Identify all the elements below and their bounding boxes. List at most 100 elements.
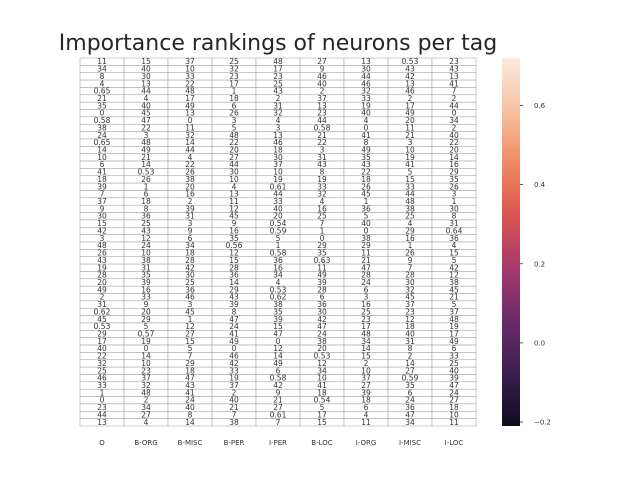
cell-label: 25 [273, 79, 283, 88]
cell-label: 45 [97, 315, 107, 324]
cell-label: 42 [273, 381, 283, 390]
cell-label: 11 [405, 123, 415, 132]
cell-label: 32 [317, 190, 327, 199]
cell-label: 24 [97, 131, 107, 140]
cell-label: 10 [317, 374, 327, 383]
cell-label: 0 [188, 116, 193, 125]
cell-label: 0.61 [270, 410, 287, 419]
cell-label: 30 [317, 307, 327, 316]
cell-label: 8 [408, 344, 413, 353]
cell-label: 43 [97, 256, 107, 265]
cell-label: 2 [452, 94, 457, 103]
cell-label: 33 [185, 72, 195, 81]
cell-label: 39 [229, 300, 239, 309]
x-tick-label: B-PER [224, 439, 245, 447]
cell-label: 46 [273, 138, 283, 147]
x-tick-labels: O B-ORG B-MISC B-PER I-PER B-LOC I-ORG I-MISC I-… [99, 439, 463, 447]
cell-label: 8 [144, 204, 149, 213]
cell-label: 16 [405, 234, 415, 243]
cell-label: 6 [188, 234, 193, 243]
cell-label: 1 [408, 241, 413, 250]
cell-label: 22 [229, 138, 239, 147]
cell-label: 24 [141, 241, 151, 250]
cell-label: 49 [405, 109, 415, 118]
cell-label: 3 [188, 300, 193, 309]
cell-label: 25 [229, 57, 239, 66]
cell-label: 2 [188, 197, 193, 206]
cell-label: 31 [97, 300, 107, 309]
cell-label: 36 [229, 271, 239, 280]
cell-label: 14 [141, 352, 151, 361]
cell-label: 15 [449, 249, 459, 258]
cell-label: 7 [100, 190, 105, 199]
cell-label: 13 [317, 101, 327, 110]
cell-label: 35 [405, 381, 415, 390]
cell-label: 38 [229, 418, 239, 427]
cell-label: 1 [364, 197, 369, 206]
cell-label: 43 [185, 381, 195, 390]
cell-label: 24 [361, 278, 371, 287]
cell-label: 45 [229, 212, 239, 221]
cell-label: 23 [273, 72, 283, 81]
cell-label: 0.53 [314, 352, 331, 361]
cell-label: 11 [185, 123, 195, 132]
cell-label: 23 [405, 307, 415, 316]
cell-label: 19 [405, 153, 415, 162]
cell-label: 47 [317, 322, 327, 331]
cell-label: 26 [229, 109, 239, 118]
cell-label: 0.59 [270, 226, 287, 235]
cell-label: 39 [97, 182, 107, 191]
cell-label: 44 [185, 146, 195, 155]
cell-label: 10 [97, 153, 107, 162]
cell-label: 44 [405, 190, 415, 199]
cell-label: 4 [276, 278, 281, 287]
cell-label: 44 [361, 72, 371, 81]
cell-label: 30 [449, 204, 459, 213]
chart-title: Importance rankings of neurons per tag [59, 31, 497, 56]
cell-label: 15 [317, 418, 327, 427]
cell-label: 21 [273, 396, 283, 405]
cell-label: 40 [361, 219, 371, 228]
x-tick-label: B-MISC [178, 439, 203, 447]
cell-label: 32 [141, 381, 151, 390]
cell-label: 0 [100, 396, 105, 405]
cell-label: 38 [97, 123, 107, 132]
cell-label: 49 [273, 359, 283, 368]
cell-label: 29 [449, 168, 459, 177]
cell-label: 23 [361, 315, 371, 324]
cell-label: 21 [361, 256, 371, 265]
cell-label: 25 [405, 212, 415, 221]
cell-label: 26 [405, 249, 415, 258]
cell-label: 39 [317, 278, 327, 287]
cell-label: 5 [320, 403, 325, 412]
cell-label: 17 [449, 330, 459, 339]
cell-label: 37 [273, 160, 283, 169]
cell-label: 8 [232, 307, 237, 316]
cell-label: 22 [361, 168, 371, 177]
cell-label: 28 [405, 271, 415, 280]
cell-label: 41 [229, 330, 239, 339]
cell-label: 31 [141, 263, 151, 272]
cell-label: 39 [185, 204, 195, 213]
cell-label: 48 [141, 138, 151, 147]
cell-label: 4 [364, 410, 369, 419]
cell-label: 9 [188, 226, 193, 235]
cell-label: 12 [405, 315, 415, 324]
cell-label: 49 [185, 101, 195, 110]
cell-label: 32 [273, 109, 283, 118]
cell-label: 25 [97, 366, 107, 375]
cell-label: 36 [361, 204, 371, 213]
cell-label: 19 [361, 101, 371, 110]
cell-label: 23 [449, 57, 459, 66]
cell-label: 19 [141, 337, 151, 346]
cell-label: 41 [449, 79, 459, 88]
cell-label: 32 [185, 131, 195, 140]
cell-label: 25 [141, 219, 151, 228]
cell-label: 1 [276, 241, 281, 250]
cell-label: 42 [185, 263, 195, 272]
cell-label: 24 [185, 396, 195, 405]
cell-label: 0.53 [94, 322, 111, 331]
cell-label: 46 [97, 374, 107, 383]
cell-label: 16 [273, 263, 283, 272]
